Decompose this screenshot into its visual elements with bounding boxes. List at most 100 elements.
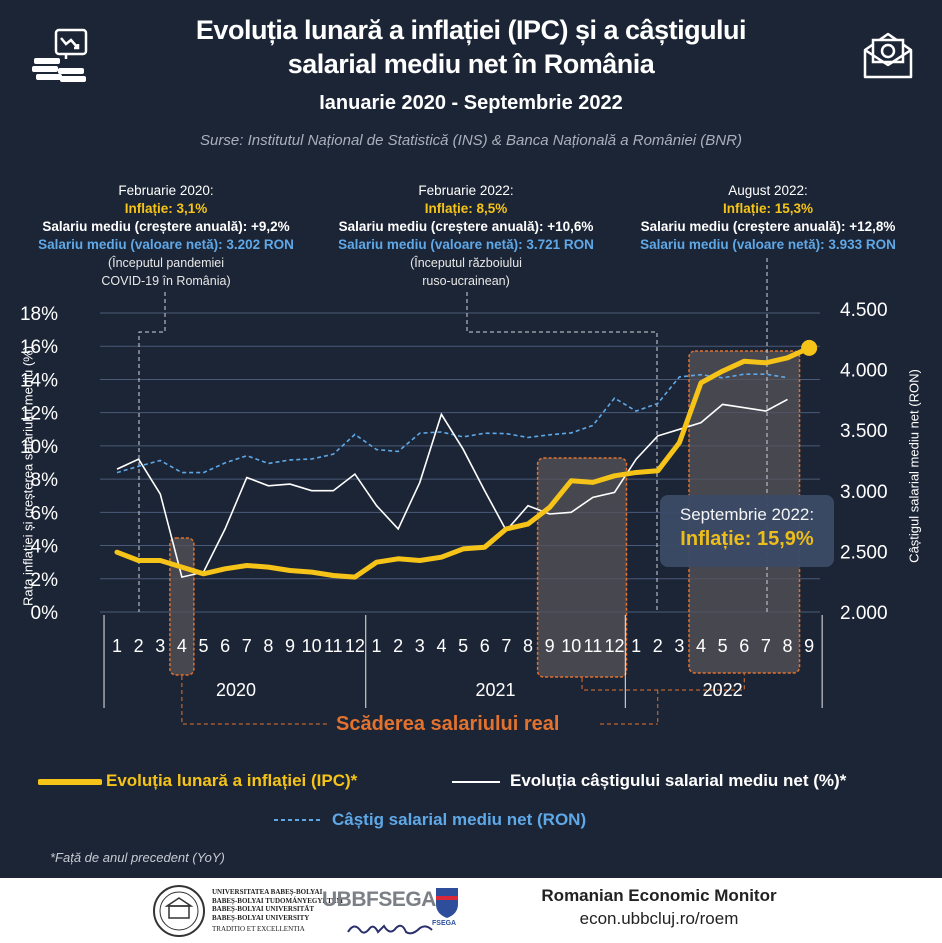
legend-wage-ron-swatch bbox=[274, 819, 322, 821]
sep-2022-callout: Septembrie 2022: Inflație: 15,9% bbox=[660, 495, 834, 567]
annotation-wage-value: Salariu mediu (valoare netă): 3.202 RON bbox=[38, 237, 294, 252]
annotation-note: COVID-19 în România) bbox=[101, 274, 231, 288]
x-tick-label: 1 bbox=[112, 636, 122, 656]
footer: UNIVERSITATEA BABEȘ-BOLYAI BABEȘ-BOLYAI … bbox=[0, 878, 942, 943]
x-tick-label: 9 bbox=[804, 636, 814, 656]
year-label: 2021 bbox=[476, 680, 516, 700]
university-name: UNIVERSITATEA BABEȘ-BOLYAI BABEȘ-BOLYAI … bbox=[212, 888, 343, 934]
x-tick-label: 10 bbox=[561, 636, 581, 656]
x-tick-label: 3 bbox=[674, 636, 684, 656]
monitor-url: econ.ubbcluj.ro/roem bbox=[579, 909, 739, 928]
annotation-wage-growth: Salariu mediu (creștere anuală): +12,8% bbox=[640, 219, 896, 234]
money-envelope-icon bbox=[863, 32, 913, 79]
y-left-tick-label: 18% bbox=[20, 304, 58, 325]
y-right-tick-label: 2.500 bbox=[840, 542, 888, 563]
x-tick-label: 7 bbox=[242, 636, 252, 656]
chart-coins-icon bbox=[32, 28, 88, 82]
legend-inflation-label: Evoluția lunară a inflației (IPC)* bbox=[106, 771, 358, 790]
footnote: *Față de anul precedent (YoY) bbox=[50, 850, 225, 865]
y-right-tick-label: 2.000 bbox=[840, 603, 888, 624]
x-tick-label: 4 bbox=[177, 636, 187, 656]
x-tick-label: 2 bbox=[393, 636, 403, 656]
annotation-inflation: Inflație: 3,1% bbox=[124, 201, 208, 216]
sources-text: Surse: Institutul Național de Statistică… bbox=[200, 132, 742, 149]
y-left-tick-label: 14% bbox=[20, 370, 58, 391]
y-right-ticks: 2.000 2.500 3.000 3.500 4.000 4.500 bbox=[840, 300, 888, 624]
annotation-wage-growth: Salariu mediu (creștere anuală): +10,6% bbox=[338, 219, 594, 234]
real-wage-decline-box bbox=[169, 537, 195, 676]
x-tick-label: 10 bbox=[302, 636, 322, 656]
x-tick-label: 2 bbox=[653, 636, 663, 656]
year-label: 2022 bbox=[703, 680, 743, 700]
y-left-tick-label: 2% bbox=[31, 570, 59, 591]
annotation-note: ruso-ucrainean) bbox=[422, 274, 510, 288]
university-line: BABEȘ-BOLYAI UNIVERSITÄT bbox=[212, 905, 314, 913]
real-wage-decline-label: Scăderea salariului real bbox=[336, 713, 560, 735]
decline-bracket bbox=[181, 676, 330, 725]
x-tick-label: 1 bbox=[372, 636, 382, 656]
x-tick-label: 8 bbox=[523, 636, 533, 656]
annotation-date: Februarie 2022: bbox=[418, 183, 514, 198]
university-line: UNIVERSITATEA BABEȘ-BOLYAI bbox=[212, 888, 323, 896]
annotation-note: (Începutul pandemiei bbox=[107, 256, 225, 270]
university-motto: TRADITIO ET EXCELLENTIA bbox=[212, 925, 305, 933]
y-left-tick-label: 0% bbox=[31, 603, 59, 624]
x-tick-label: 8 bbox=[263, 636, 273, 656]
university-line: BABEȘ-BOLYAI TUDOMÁNYEGYETEM bbox=[212, 896, 344, 905]
fsega-logo: UBBFSEGA bbox=[322, 888, 436, 911]
legend-wage-growth-label: Evoluția câștigului salarial mediu net (… bbox=[510, 771, 847, 790]
x-tick-label: 5 bbox=[458, 636, 468, 656]
y-left-tick-label: 6% bbox=[31, 503, 59, 524]
x-tick-label: 5 bbox=[199, 636, 209, 656]
year-label: 2020 bbox=[216, 680, 256, 700]
x-tick-labels: 1 2 3 4 5 6 7 8 9 10 11 12 1 2 3 4 5 6 7 8 9 10 11 12 1 2 3 4 5 6 7 8 9 bbox=[112, 636, 814, 656]
y-left-ticks: 0% 2% 4% 6% 8% 10% 12% 14% 16% 18% bbox=[20, 304, 58, 624]
annotation-wage-value: Salariu mediu (valoare netă): 3.933 RON bbox=[640, 237, 896, 252]
monitor-title: Romanian Economic Monitor bbox=[541, 886, 777, 905]
y-right-tick-label: 4.000 bbox=[840, 361, 888, 382]
legend-inflation-swatch bbox=[38, 779, 102, 785]
wage-ron-line bbox=[116, 373, 788, 474]
y-left-tick-label: 12% bbox=[20, 404, 58, 425]
x-tick-label: 5 bbox=[718, 636, 728, 656]
inflation-endpoint bbox=[801, 339, 818, 356]
annotation-inflation: Inflație: 15,3% bbox=[722, 201, 814, 216]
x-tick-label: 11 bbox=[324, 636, 343, 656]
x-tick-label: 4 bbox=[436, 636, 446, 656]
y-left-tick-label: 4% bbox=[31, 537, 59, 558]
x-tick-label: 6 bbox=[220, 636, 230, 656]
signature-scribble bbox=[347, 924, 433, 935]
x-tick-label: 7 bbox=[761, 636, 771, 656]
year-labels: 2020 2021 2022 bbox=[103, 615, 823, 708]
x-tick-label: 6 bbox=[739, 636, 749, 656]
annotation-wage-value: Salariu mediu (valoare netă): 3.721 RON bbox=[338, 237, 594, 252]
inflation-wage-chart: 0% 2% 4% 6% 8% 10% 12% 14% 16% 18% 2.000 2.500 3.00… bbox=[20, 258, 888, 725]
x-tick-label: 2 bbox=[134, 636, 144, 656]
y-left-tick-label: 10% bbox=[20, 437, 58, 458]
inflation-line bbox=[114, 345, 812, 580]
annotation-date: Februarie 2020: bbox=[118, 183, 214, 198]
x-tick-label: 11 bbox=[584, 636, 603, 656]
page-title-line1: Evoluția lunară a inflației (IPC) și a c… bbox=[195, 15, 747, 45]
series-lines bbox=[114, 339, 818, 580]
x-tick-label: 9 bbox=[545, 636, 555, 656]
annotation-date: August 2022: bbox=[728, 183, 808, 198]
legend-wage-ron-label: Câștig salarial mediu net (RON) bbox=[332, 810, 587, 829]
x-tick-label: 3 bbox=[415, 636, 425, 656]
x-tick-label: 12 bbox=[345, 636, 365, 656]
university-line: BABEȘ-BOLYAI UNIVERSITY bbox=[212, 913, 310, 922]
annotation-note: (Începutul războiului bbox=[410, 256, 522, 270]
legend-wage-growth-swatch bbox=[452, 781, 500, 783]
annotation-inflation: Inflație: 8,5% bbox=[424, 201, 508, 216]
leader-line bbox=[466, 292, 658, 612]
decline-bracket bbox=[581, 674, 745, 691]
x-tick-label: 8 bbox=[783, 636, 793, 656]
y-left-tick-label: 8% bbox=[31, 470, 59, 491]
x-tick-label: 7 bbox=[501, 636, 511, 656]
x-tick-label: 6 bbox=[480, 636, 490, 656]
annotation-wage-growth: Salariu mediu (creștere anuală): +9,2% bbox=[42, 219, 290, 234]
annotation-leaders bbox=[138, 258, 768, 725]
x-tick-label: 12 bbox=[604, 636, 624, 656]
wage-growth-line bbox=[116, 398, 788, 579]
page-subtitle: Ianuarie 2020 - Septembrie 2022 bbox=[319, 92, 623, 114]
